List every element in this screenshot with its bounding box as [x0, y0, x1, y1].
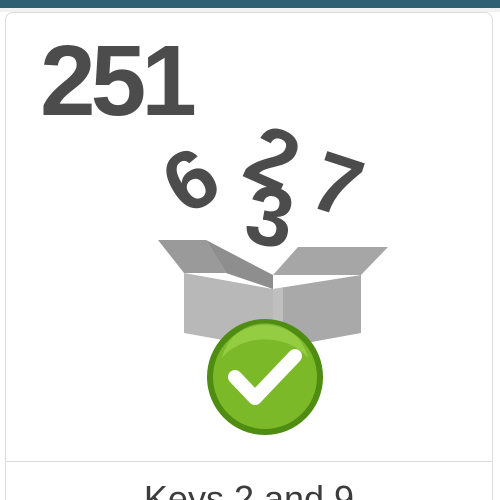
result-card[interactable]: 251 6 2 3 7: [5, 12, 493, 500]
key-digit-7: 7: [300, 133, 373, 237]
result-count: 251: [40, 25, 197, 137]
card-caption: Keys 2 and 9: [143, 478, 355, 500]
checkmark-icon: [207, 319, 323, 435]
key-digit-6: 6: [146, 128, 235, 232]
illustration-svg: 6 2 3 7: [146, 106, 388, 435]
card-divider: [6, 461, 492, 462]
keys-illustration: 6 2 3 7: [138, 106, 408, 445]
header-strip: [0, 0, 500, 12]
